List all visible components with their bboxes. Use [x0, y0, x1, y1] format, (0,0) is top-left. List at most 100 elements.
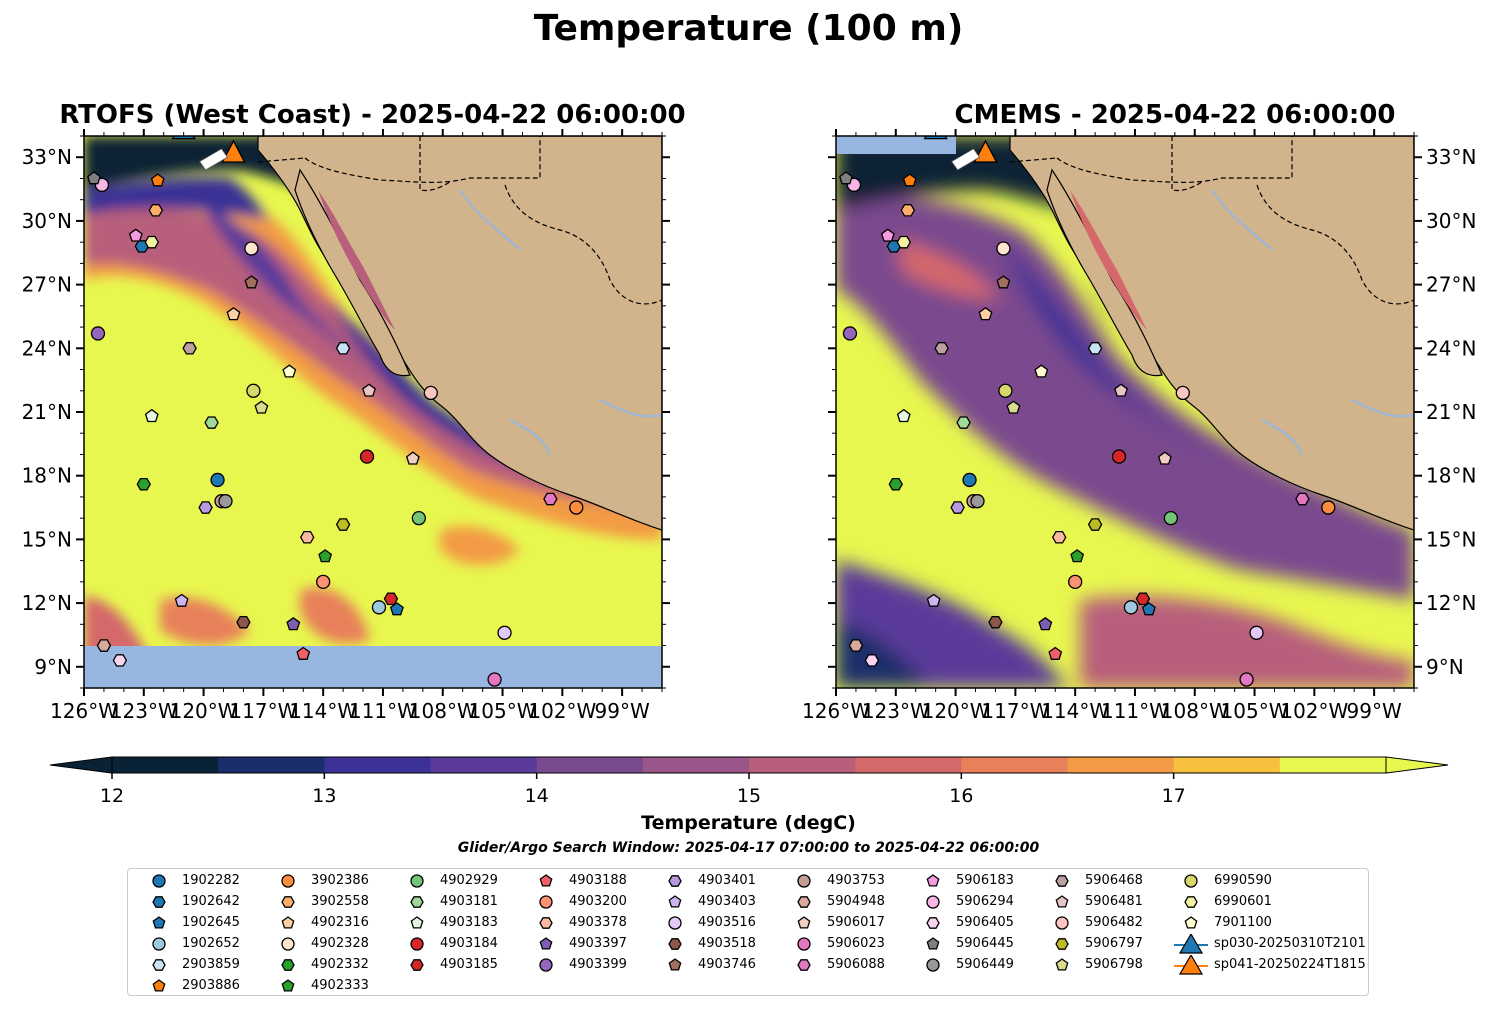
legend-label: 4903183: [440, 915, 498, 930]
legend-label: 1902282: [182, 873, 240, 888]
float-marker-2903886: [902, 173, 917, 187]
colorbar-tick-label: 17: [1162, 785, 1186, 807]
float-marker-4903516: [1249, 625, 1264, 640]
legend-marker: [410, 874, 424, 888]
legend-marker: [797, 937, 811, 951]
y-tick-label: 21°N: [22, 400, 72, 424]
x-tick-label: 99°W: [595, 699, 650, 723]
legend-swatch: [668, 958, 682, 971]
legend-swatch: [797, 874, 811, 888]
x-tick-label: 111°W: [1101, 699, 1169, 723]
gulf-of-california: [1070, 190, 1147, 330]
legend-swatch: [539, 917, 553, 929]
search-window-text: Glider/Argo Search Window: 2025-04-17 07…: [457, 840, 1040, 856]
x-tick-label: 123°W: [862, 699, 930, 723]
float-marker-1902652: [1123, 600, 1139, 615]
legend-label: 6990590: [1214, 873, 1272, 888]
legend-marker: [1055, 895, 1069, 908]
float-marker-4903403: [174, 593, 189, 607]
legend-marker: [1184, 874, 1198, 888]
mainland-land: [257, 136, 662, 531]
legend-swatch: [281, 937, 295, 951]
x-tick-label: 114°W: [289, 699, 357, 723]
legend-label: 4903397: [569, 936, 627, 951]
y-tick-label: 30°N: [1426, 209, 1476, 233]
legend-label: 4903188: [569, 873, 627, 888]
x-tick-label: 105°W: [469, 699, 537, 723]
colorbar-segment: [855, 757, 962, 773]
float-marker-5906445: [87, 171, 101, 185]
legend-swatch: [1055, 938, 1069, 950]
float-marker-5906017: [1157, 451, 1172, 465]
legend-label: 4903753: [827, 873, 885, 888]
legend-marker: [281, 916, 295, 929]
legend-label: 4902328: [311, 936, 369, 951]
colorbar-segment: [961, 757, 1068, 773]
colorbar-segment: [430, 757, 538, 773]
legend-marker: [281, 979, 295, 992]
legend-label: 4903399: [569, 957, 627, 972]
float-marker-7901100: [282, 364, 297, 378]
legend-swatch: [797, 959, 811, 971]
legend-swatch: [668, 938, 682, 950]
float-marker-4903397: [1038, 616, 1053, 631]
legend-swatch: [1055, 875, 1069, 887]
float-marker-4903200: [1068, 574, 1083, 589]
legend-swatch: [281, 874, 295, 888]
float-marker-6990590: [998, 383, 1013, 398]
legend-label: sp041-20250224T1815: [1214, 957, 1366, 972]
legend-swatch: [1055, 895, 1069, 908]
legend-swatch: [797, 937, 811, 951]
legend-label: 2903859: [182, 957, 240, 972]
colorbar-min-extend: [49, 756, 113, 774]
legend-marker: [410, 916, 424, 929]
glider-track-arrow: [951, 148, 981, 171]
legend-label: 5906445: [956, 936, 1014, 951]
float-marker-1902645: [389, 602, 404, 616]
colorbar-segment: [218, 757, 325, 773]
float-marker-5906405: [112, 654, 128, 667]
float-markers-left: [87, 136, 584, 687]
x-tick-label: 123°W: [110, 699, 178, 723]
legend-swatch: [281, 896, 295, 908]
legend-label: 5906294: [956, 894, 1014, 909]
political-borders: [257, 136, 662, 305]
legend-swatch: [410, 916, 424, 929]
legend-label: 4903184: [440, 936, 498, 951]
legend-swatch: [1174, 955, 1208, 975]
legend-swatch: [152, 979, 166, 992]
x-tick-label: 120°W: [170, 699, 238, 723]
float-marker-5906449: [970, 494, 985, 509]
legend-marker: [797, 959, 811, 971]
legend-marker: [668, 938, 682, 950]
colorbar-segment: [1279, 757, 1387, 773]
legend-label: 4903378: [569, 915, 627, 930]
float-marker-5906449: [218, 494, 233, 509]
legend-label: 4902929: [440, 873, 498, 888]
float-marker-3902558: [900, 204, 916, 217]
legend-label: 5906017: [827, 915, 885, 930]
legend-swatch: [152, 937, 166, 951]
left-map: 126°W123°W120°W117°W114°W111°W108°W105°W…: [22, 129, 670, 723]
legend-marker: [539, 937, 553, 950]
legend-label: 5906088: [827, 957, 885, 972]
legend-swatch: [797, 916, 811, 929]
float-marker-5906023: [1239, 672, 1254, 687]
float-marker-5906088: [543, 492, 558, 506]
float-marker-1902642: [886, 240, 902, 253]
float-marker-4902332: [888, 477, 904, 491]
float-marker-4903188: [1048, 646, 1063, 660]
legend-marker: [1055, 938, 1069, 950]
y-tick-label: 27°N: [22, 273, 72, 297]
legend-swatch: [668, 875, 682, 887]
colorbar-tick-label: 12: [100, 785, 124, 807]
float-marker-4903185: [1135, 592, 1151, 606]
glider-track-arrow: [199, 148, 229, 171]
legend-swatch: [926, 958, 940, 972]
legend-marker: [281, 896, 295, 908]
legend-marker: [926, 874, 940, 887]
colorbar-segment: [749, 757, 856, 773]
mainland-land: [1009, 136, 1414, 531]
float-marker-1902652: [371, 600, 387, 615]
